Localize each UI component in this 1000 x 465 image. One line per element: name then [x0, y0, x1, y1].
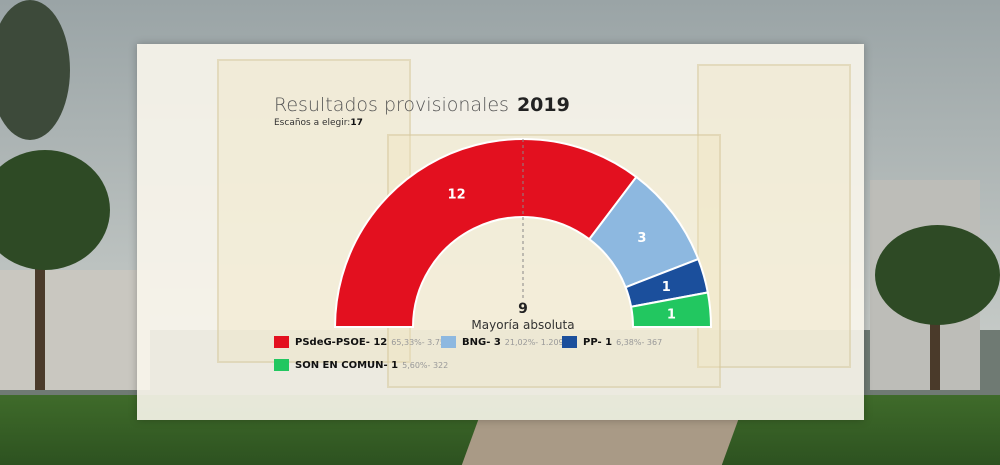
- seat-arc-son-en-comun: [629, 291, 713, 328]
- legend-detail: 6,38%- 367: [616, 337, 663, 347]
- legend-detail: 5,60%- 322: [402, 360, 449, 370]
- seat-label-pp: 1: [662, 280, 671, 295]
- chart-title-text: Resultados provisionales: [274, 94, 509, 116]
- legend-item-bng: BNG- 3 21,02%- 1.209: [441, 336, 564, 348]
- seat-label-psdeg-psoe: 12: [448, 188, 466, 203]
- results-panel: Resultados provisionales 2019 Escaños a e…: [137, 44, 864, 420]
- legend-swatch: [562, 336, 577, 348]
- legend-name: BNG- 3: [462, 336, 501, 348]
- legend-detail: 65,33%- 3.757: [391, 337, 451, 347]
- majority-label: Mayoría absoluta: [471, 318, 574, 332]
- parliament-chart: 12 3 1 1 9 Mayoría absoluta: [333, 138, 713, 332]
- legend-swatch: [441, 336, 456, 348]
- legend-name: SON EN COMUN- 1: [295, 359, 399, 371]
- seat-label-bng: 3: [637, 231, 646, 246]
- tree-top-left: [0, 0, 70, 140]
- building-left: [0, 270, 150, 390]
- legend-swatch: [274, 359, 289, 371]
- seats-label: Escaños a elegir:: [274, 118, 351, 128]
- seats-value: 17: [350, 118, 363, 128]
- chart-title-year: 2019: [516, 94, 570, 116]
- legend-item-son-en-comun: SON EN COMUN- 1 5,60%- 322: [274, 359, 448, 371]
- legend-swatch: [274, 336, 289, 348]
- walkway: [461, 420, 739, 465]
- legend-name: PSdeG-PSOE- 12: [295, 336, 388, 348]
- tree-trunk-right: [930, 280, 940, 390]
- palm-tree-right: [875, 225, 1000, 325]
- seats-to-elect: Escaños a elegir:17: [274, 118, 363, 128]
- building-ghost-right: [697, 64, 851, 368]
- legend-name: PP- 1: [583, 336, 613, 348]
- legend-item-psdeg-psoe: PSdeG-PSOE- 12 65,33%- 3.757: [274, 336, 450, 348]
- palm-tree-left: [0, 150, 110, 270]
- chart-title: Resultados provisionales 2019: [274, 94, 570, 116]
- tree-trunk: [35, 250, 45, 390]
- majority-value: 9: [518, 301, 528, 317]
- legend-item-pp: PP- 1 6,38%- 367: [562, 336, 662, 348]
- seat-arc-psdeg-psoe: [333, 138, 638, 328]
- seat-label-son-en-comun: 1: [667, 307, 676, 322]
- legend-detail: 21,02%- 1.209: [504, 337, 564, 347]
